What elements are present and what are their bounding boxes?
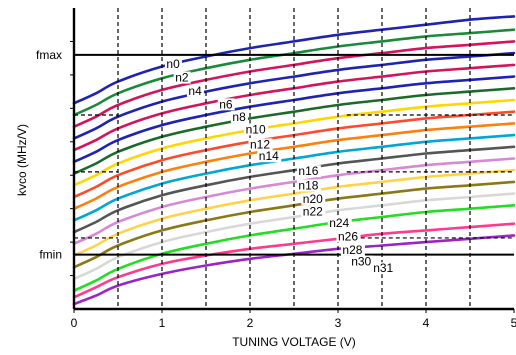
series-line-15 — [72, 192, 516, 281]
curve-label-bg — [371, 262, 396, 275]
curve-label-bg — [340, 243, 365, 256]
curve-label-n2: n2 — [175, 71, 189, 85]
series-line-14 — [72, 180, 516, 269]
curve-label-n10: n10 — [246, 122, 266, 136]
y-axis-title: kvco (MHz/V) — [15, 124, 29, 196]
series-line-5 — [72, 75, 516, 164]
curve-label-n24: n24 — [329, 216, 349, 230]
curve-label-bg — [296, 165, 321, 178]
curve-label-n4: n4 — [188, 84, 202, 98]
x-tick-label-2: 2 — [247, 316, 254, 330]
curve-label-bg — [217, 98, 235, 111]
curve-label-bg — [327, 217, 352, 230]
curve-label-n18: n18 — [298, 178, 318, 192]
x-tick-label-4: 4 — [423, 316, 430, 330]
curve-label-bg — [336, 230, 361, 243]
curve-label-n20: n20 — [303, 192, 323, 206]
x-tick-label-1: 1 — [159, 316, 166, 330]
series-line-3 — [72, 51, 516, 140]
curve-label-n31: n31 — [373, 261, 393, 275]
curve-label-n28: n28 — [342, 243, 362, 257]
series-line-7 — [72, 98, 516, 187]
curves-layer — [72, 15, 516, 306]
curve-label-bg — [301, 205, 326, 218]
series-line-17 — [72, 222, 516, 299]
curve-label-bg — [248, 138, 273, 151]
series-line-11 — [72, 145, 516, 234]
y-tick-label-fmax: fmax — [36, 48, 62, 62]
curve-label-n16: n16 — [298, 164, 318, 178]
series-line-16 — [72, 204, 516, 292]
curve-label-bg — [296, 179, 321, 192]
series-line-6 — [72, 87, 516, 175]
series-line-18 — [72, 234, 516, 306]
curve-label-bg — [173, 71, 191, 84]
curve-label-bg — [186, 84, 204, 97]
curve-label-n0: n0 — [166, 57, 180, 71]
series-line-4 — [72, 63, 516, 152]
curve-label-n30: n30 — [351, 255, 371, 269]
series-line-12 — [72, 157, 516, 246]
curve-label-bg — [230, 110, 248, 123]
y-tick-label-fmin: fmin — [39, 248, 62, 262]
series-line-0 — [72, 15, 516, 105]
series-line-1 — [72, 28, 516, 117]
x-tick-label-0: 0 — [71, 316, 78, 330]
curve-label-bg — [257, 150, 282, 163]
x-tick-label-3: 3 — [335, 316, 342, 330]
series-line-13 — [72, 168, 516, 257]
curve-label-bg — [349, 255, 374, 268]
curve-label-bg — [244, 123, 269, 136]
series-line-2 — [72, 40, 516, 128]
curve-label-n14: n14 — [259, 149, 279, 163]
curve-label-bg — [164, 58, 182, 71]
curve-label-bg — [301, 192, 326, 205]
x-axis-title: TUNING VOLTAGE (V) — [232, 335, 356, 349]
curve-label-n6: n6 — [219, 97, 233, 111]
curve-label-n26: n26 — [338, 229, 358, 243]
series-line-8 — [72, 110, 516, 199]
grid-layer — [74, 8, 514, 309]
curve-label-n22: n22 — [303, 204, 323, 218]
curve-label-n12: n12 — [250, 137, 270, 151]
axes-layer: 0 1 2 3 4 5 fmax fmin — [36, 8, 516, 330]
x-tick-label-5: 5 — [511, 316, 516, 330]
curve-label-n8: n8 — [232, 110, 246, 124]
